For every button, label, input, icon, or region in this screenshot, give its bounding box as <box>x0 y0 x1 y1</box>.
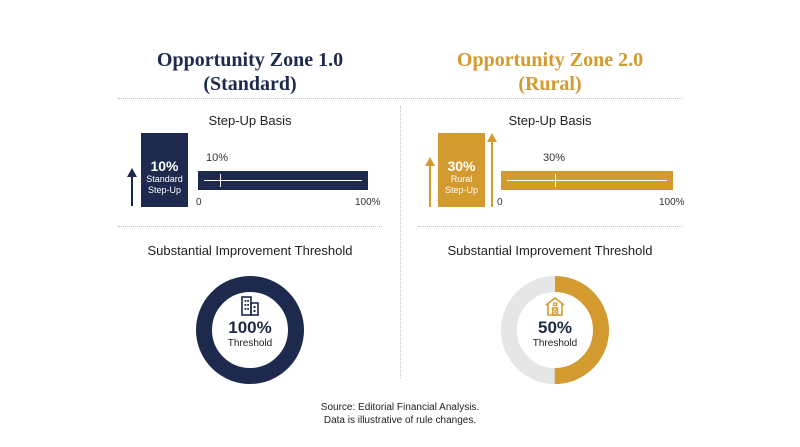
zone2-ring-percent: 50% <box>537 318 573 337</box>
zone2-box-label-1: Rural <box>450 174 473 184</box>
source-line-2: Data is illustrative of rule changes. <box>323 415 477 426</box>
zone1-ring-label: Threshold <box>227 338 273 349</box>
zone2-axis-max: 100% <box>659 197 685 208</box>
zone1-axis-max: 100% <box>355 197 381 208</box>
zone2-step-up-bar <box>501 171 673 190</box>
source-note: Source: Editorial Financial Analysis. Da… <box>0 401 800 427</box>
zone2-box-label-2: Step-Up <box>444 185 479 195</box>
zone1-title-line2: (Standard) <box>203 73 297 95</box>
zone2-step-up-heading: Step-Up Basis <box>508 113 592 128</box>
office-building-icon <box>241 296 259 316</box>
zone1-title-line1: Opportunity Zone 1.0 <box>156 49 344 71</box>
zone2-box-percent: 30% <box>447 158 476 174</box>
zone1-title: Opportunity Zone 1.0 (Standard) <box>100 48 400 96</box>
zone2-step-up-box: 30% Rural Step-Up <box>438 133 485 207</box>
zone1-step-up-box: 10% Standard Step-Up <box>141 133 188 207</box>
section-divider-left <box>118 226 382 227</box>
zone1-threshold-heading: Substantial Improvement Threshold <box>147 243 353 258</box>
zone1-threshold-ring: 100% Threshold <box>195 275 305 385</box>
zone2-bar-value-label: 30% <box>543 152 566 164</box>
zone2-threshold-heading: Substantial Improvement Threshold <box>447 243 653 258</box>
zone2-title-line2: (Rural) <box>518 73 582 95</box>
zone1-box-percent: 10% <box>150 158 179 174</box>
zone2-up-arrow-tall-icon <box>487 133 497 207</box>
barn-icon <box>545 297 565 316</box>
zone1-box-label-1: Standard <box>146 174 183 184</box>
column-divider <box>400 106 401 378</box>
zone1-ring-percent: 100% <box>228 318 272 337</box>
zone1-step-up-bar <box>198 171 368 190</box>
zone1-bar-marker <box>219 174 222 187</box>
zone2-bar-marker <box>555 174 557 187</box>
zone1-up-arrow-icon <box>127 168 137 206</box>
zone2-threshold-ring: 50% Threshold <box>500 275 610 385</box>
zone1-axis-min: 0 <box>196 197 202 208</box>
zone1-step-up-heading: Step-Up Basis <box>208 113 292 128</box>
zone2-title-line1: Opportunity Zone 2.0 <box>456 49 644 71</box>
zone1-box-label-2: Step-Up <box>147 185 182 195</box>
zone1-bar-value-label: 10% <box>206 152 229 164</box>
title-divider <box>118 98 682 99</box>
source-line-1: Source: Editorial Financial Analysis. <box>320 402 480 413</box>
zone2-up-arrow-small-icon <box>425 157 435 207</box>
zone2-ring-label: Threshold <box>532 338 578 349</box>
section-divider-right <box>418 226 682 227</box>
zone2-axis-min: 0 <box>497 197 503 208</box>
zone2-title: Opportunity Zone 2.0 (Rural) <box>400 48 700 96</box>
